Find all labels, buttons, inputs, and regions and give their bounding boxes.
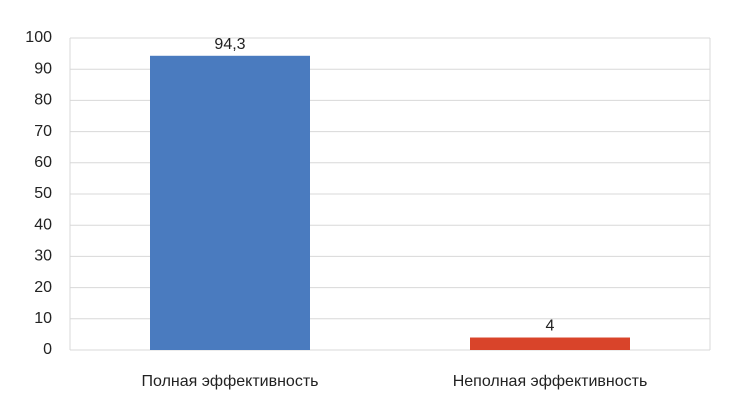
data-label: 4	[546, 318, 555, 335]
data-label: 94,3	[214, 36, 245, 53]
y-tick-label: 100	[25, 29, 52, 46]
y-tick-label: 60	[34, 154, 52, 171]
y-tick-label: 50	[34, 185, 52, 202]
y-tick-label: 0	[43, 341, 52, 358]
x-tick-label: Неполная эффективность	[453, 373, 648, 390]
y-tick-label: 20	[34, 279, 52, 296]
bar	[150, 55, 310, 351]
y-tick-label: 40	[34, 216, 52, 233]
bar	[470, 337, 630, 350]
y-tick-label: 90	[34, 60, 52, 77]
y-tick-label: 80	[34, 92, 52, 109]
y-tick-label: 10	[34, 310, 52, 327]
y-tick-label: 30	[34, 248, 52, 265]
y-tick-label: 70	[34, 123, 52, 140]
x-tick-label: Полная эффективность	[142, 373, 319, 390]
